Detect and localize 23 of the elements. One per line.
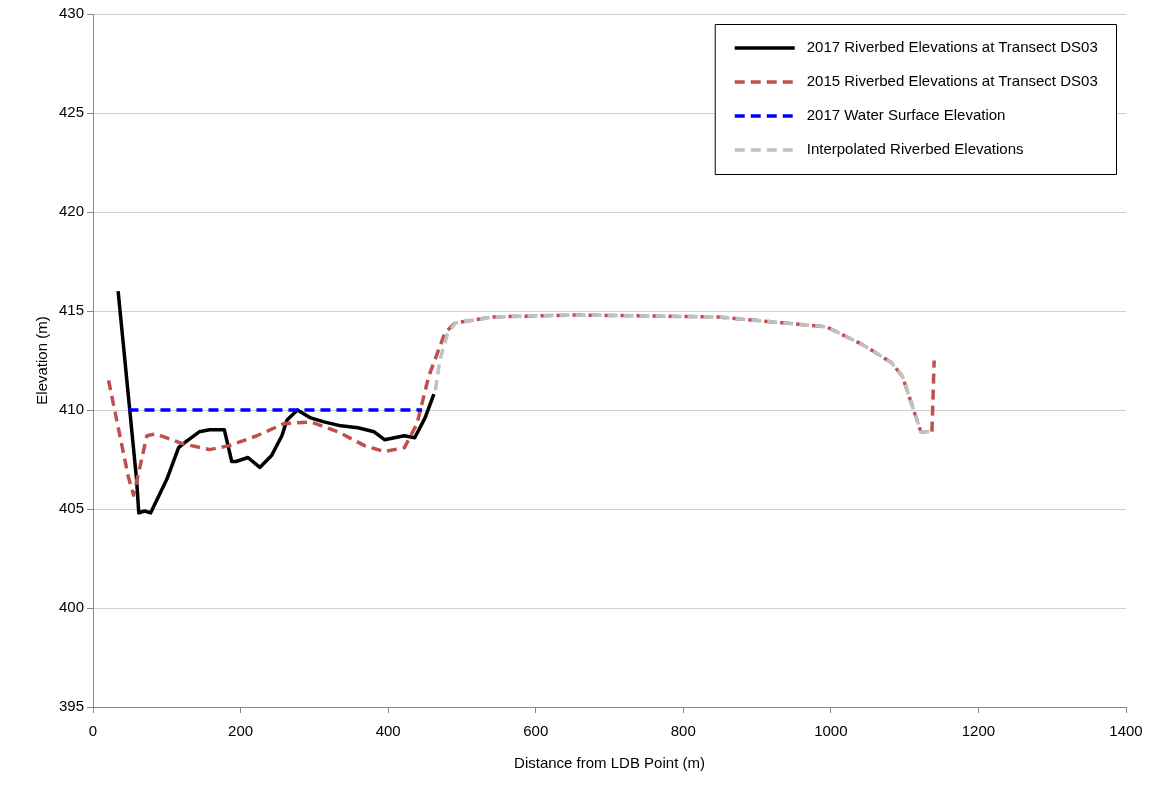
x-tick-label: 1000 <box>814 722 848 740</box>
y-tick-label: 410 <box>59 400 85 418</box>
y-tick-label: 400 <box>59 598 85 616</box>
legend-label: 2015 Riverbed Elevations at Transect DS03 <box>806 72 1098 90</box>
x-axis-title: Distance from LDB Point (m) <box>514 754 705 772</box>
y-axis-title: Elevation (m) <box>33 316 51 405</box>
x-tick-label: 800 <box>670 722 696 740</box>
x-tick-label: 600 <box>523 722 549 740</box>
y-tick-label: 405 <box>59 499 85 517</box>
x-tick-label: 200 <box>228 722 254 740</box>
x-tick-label: 400 <box>375 722 401 740</box>
y-tick-label: 395 <box>59 697 85 715</box>
x-tick-label: 1200 <box>961 722 996 740</box>
y-tick-label: 425 <box>59 103 85 121</box>
x-tick-label: 0 <box>88 722 98 740</box>
x-tick-label: 1400 <box>1109 722 1143 740</box>
y-tick-label: 420 <box>59 202 85 220</box>
legend-label: 2017 Riverbed Elevations at Transect DS03 <box>806 38 1098 56</box>
y-tick-label: 430 <box>59 4 85 22</box>
legend-label: Interpolated Riverbed Elevations <box>806 140 1024 158</box>
y-tick-label: 415 <box>59 301 85 319</box>
line-series <box>106 313 936 497</box>
legend-label: 2017 Water Surface Elevation <box>806 106 1006 124</box>
